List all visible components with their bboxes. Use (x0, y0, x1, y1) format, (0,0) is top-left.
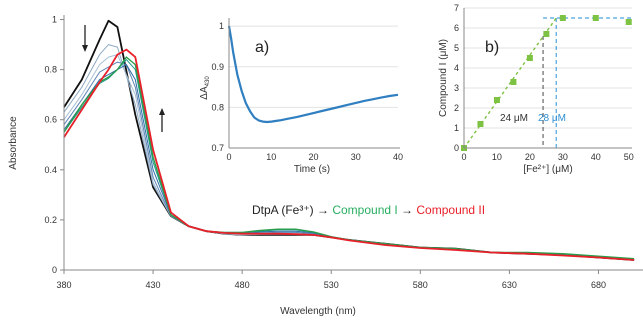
reaction-annotation: DtpA (Fe³⁺) → Compound I → Compound II (252, 203, 485, 217)
inset-a-x-tick-label: 20 (308, 152, 318, 162)
x-tick-label: 580 (413, 280, 428, 290)
y-tick-label: 0.4 (44, 165, 57, 175)
inset-b-y-tick-label: 1 (454, 123, 459, 133)
inset-a-x-tick-label: 40 (393, 152, 403, 162)
inset-a-y-tick-label: 0.7 (211, 143, 224, 153)
annotation-compound-1: Compound I (332, 203, 397, 217)
spectrum-line-7 (63, 48, 635, 261)
decrease-arrow (82, 25, 88, 52)
inset-b-x-tick-label: 0 (461, 152, 466, 162)
x-tick-label: 630 (502, 280, 517, 290)
inset-b-y-tick-label: 3 (454, 83, 459, 93)
inset-a-background (229, 12, 407, 146)
inset-a-y-tick-label: 0.8 (211, 102, 224, 112)
inset-a-panel-label: a) (255, 39, 269, 56)
inset-b-label-28: 28 μM (538, 113, 566, 124)
inset-b-panel-label: b) (485, 39, 499, 56)
annotation-prefix: DtpA (Fe³⁺) → (252, 203, 332, 217)
x-tick-label: 530 (324, 280, 339, 290)
inset-b-y-tick-label: 2 (454, 103, 459, 113)
kinetic-trace-line (227, 25, 399, 124)
annotation-compound-2: Compound II (416, 203, 485, 217)
x-tick-label: 430 (146, 280, 161, 290)
inset-b-x-tick-label: 20 (525, 152, 535, 162)
inset-b-data-point (510, 79, 517, 85)
x-tick-label: 680 (591, 280, 606, 290)
inset-b: 0 1 2 3 4 5 6 7 0 10 20 30 40 50 b) 24 μM 28 μM [Fe²… (438, 3, 639, 175)
main-chart: 00.20.40.60.81 380 430 480 530 580 630 680 Wav… (8, 15, 643, 317)
inset-b-x-tick-label: 10 (492, 152, 502, 162)
inset-a-y-label-sub: 430 (205, 76, 211, 87)
inset-a-x-label: Time (s) (294, 164, 330, 175)
inset-b-data-point (493, 97, 500, 103)
y-tick-label: 1 (52, 15, 57, 25)
y-tick-label: 0.6 (44, 115, 57, 125)
y-axis-label: Absorbance (8, 116, 19, 170)
inset-b-x-label: [Fe²⁺] (μM) (523, 164, 572, 175)
inset-b-y-tick-label: 5 (454, 43, 459, 53)
inset-a-y-label-main: ΔA (199, 86, 210, 100)
y-tick-label: 0.8 (44, 65, 57, 75)
inset-b-x-tick-label: 50 (624, 152, 634, 162)
inset-b-y-tick-label: 0 (454, 143, 459, 153)
inset-a-x-tick-label: 0 (226, 152, 231, 162)
inset-a-x-tick-label: 30 (351, 152, 361, 162)
x-tick-label: 380 (56, 280, 71, 290)
inset-b-data-point (592, 15, 599, 21)
y-tick-label: 0 (52, 265, 57, 275)
inset-b-data-point (625, 19, 632, 25)
x-tick-label: 480 (235, 280, 250, 290)
y-tick-label: 0.2 (44, 215, 57, 225)
inset-b-data-point (543, 31, 550, 37)
inset-b-y-tick-label: 6 (454, 23, 459, 33)
inset-a-y-tick-label: 0.9 (211, 62, 224, 72)
inset-a: 0.7 0.8 0.9 1 0 10 20 30 40 a) Time (s) ΔA430 (199, 12, 407, 175)
annotation-arrow: → (398, 203, 417, 217)
inset-b-data-point (559, 15, 566, 21)
inset-b-data-point (477, 121, 484, 127)
increase-arrow (159, 108, 165, 132)
inset-b-background (464, 5, 639, 153)
x-axis-label: Wavelength (nm) (280, 306, 356, 317)
inset-b-y-label: Compound I (μM) (438, 39, 449, 117)
inset-b-x-tick-label: 40 (591, 152, 601, 162)
inset-b-data-point (526, 55, 533, 61)
inset-b-x-tick-label: 30 (558, 152, 568, 162)
inset-b-label-24: 24 μM (500, 113, 528, 124)
inset-b-y-tick-label: 7 (454, 3, 459, 13)
inset-a-y-tick-label: 1 (219, 21, 224, 31)
inset-a-y-label: ΔA430 (199, 76, 211, 100)
inset-a-x-tick-label: 10 (266, 152, 276, 162)
inset-b-y-tick-label: 4 (454, 63, 459, 73)
